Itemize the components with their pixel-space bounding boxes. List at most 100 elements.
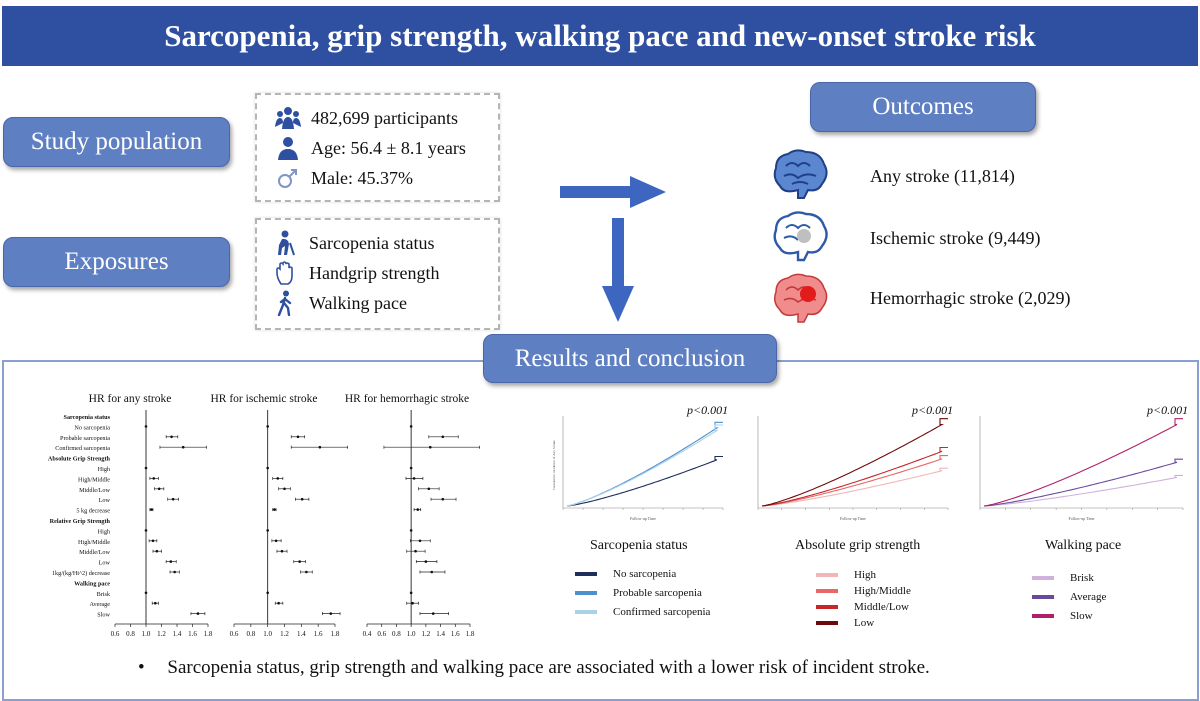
conclusion-bullet: • [138,657,145,678]
forest-point [412,477,416,480]
km-p-value: p<0.001 [686,404,728,417]
forest-point [144,425,148,428]
forest-tick-label: 1.2 [280,630,289,638]
forest-point [305,570,308,574]
legend-item: Brisk [1032,572,1106,584]
walking-person-icon [273,290,299,316]
forest-point [181,445,185,449]
km-y-label: Cumulative incidence of Any Stroke [552,440,556,490]
forest-point [441,497,445,501]
legend-item: No sarcopenia [575,568,710,580]
km-legend-sarcopenia: No sarcopenia Probable sarcopenia Confir… [575,568,710,618]
forest-point [318,445,322,449]
legend-label: Brisk [1070,572,1094,584]
forest-row-label: High/Middle [78,476,110,483]
forest-point [430,570,434,574]
person-icon [275,135,301,161]
arrow-right-icon [560,176,666,208]
legend-label: Confirmed sarcopenia [613,606,711,618]
km-curve [761,467,948,507]
forest-tick-label: 1.8 [331,630,340,638]
hemorrhagic-brain-icon [773,273,828,323]
forest-tick-label: 1.8 [204,630,213,638]
forest-point [329,612,333,615]
forest-tick-label: 1.2 [421,630,430,638]
forest-point [144,466,148,470]
forest-tick-label: 1.8 [466,630,475,638]
forest-tick-label: 1.6 [451,630,460,638]
forest-tick-label: 0.6 [377,630,386,638]
legend-item: Average [1032,591,1106,603]
legend-label: No sarcopenia [613,568,677,580]
forest-row-label: Sarcopenia status [64,414,111,421]
page-title: Sarcopenia, grip strength, walking pace … [2,6,1198,66]
forest-point [427,487,431,491]
forest-point [171,497,175,501]
exposure-row-handgrip: Handgrip strength [273,260,439,286]
forest-tick-label: 0.6 [111,630,120,638]
legend-swatch [1032,595,1054,599]
legend-item: Confirmed sarcopenia [575,606,710,618]
participants-icon [275,105,301,131]
forest-point [277,601,280,605]
forest-row-label: Confirmed sarcopenia [55,445,110,452]
legend-label: Slow [1070,610,1093,622]
arrow-down-icon [602,218,634,322]
forest-point [298,560,301,563]
legend-label: Average [1070,591,1107,603]
legend-label: High [854,569,876,581]
study-population-text: Study population [30,128,203,155]
km-legend-grip: High High/Middle Middle/Low Low [816,569,911,629]
legend-item: Middle/Low [816,601,911,613]
km-legend-title-walking: Walking pace [1045,538,1122,553]
forest-point [276,477,280,480]
legend-swatch [575,591,597,595]
forest-point [300,497,304,501]
population-box: 482,699 participants Age: 56.4 ± 8.1 yea… [255,93,500,202]
km-curve [983,458,1183,507]
legend-swatch [816,605,838,609]
participants-row: 482,699 participants [275,105,458,131]
forest-point [273,508,276,511]
outcome-ischemic-stroke: Ischemic stroke (9,449) [870,228,1041,248]
forest-row-label: High/Middle [78,539,110,546]
forest-point [283,487,286,491]
results-header-text: Results and conclusion [514,344,746,372]
forest-point [414,549,417,553]
legend-label: Low [854,617,875,629]
forest-point [280,549,284,553]
legend-item: High [816,569,911,581]
km-plots: Follow-up Time Cumulative incidence of An… [552,404,1188,521]
forest-point [266,466,269,470]
legend-swatch [1032,614,1054,618]
legend-label: Probable sarcopenia [613,587,702,599]
forest-row-label: Probable sarcopenia [60,435,110,442]
forest-row-label: Average [90,601,111,608]
km-curve [983,474,1183,507]
km-legend-title-sarcopenia: Sarcopenia status [590,538,688,553]
km-curve [566,421,723,507]
km-legend-title-grip: Absolute grip strength [795,538,921,553]
legend-swatch [1032,576,1054,580]
legend-swatch [575,572,597,576]
forest-row-label: Low [99,560,111,567]
forest-tick-label: 1.4 [436,630,445,638]
forest-row-label: Slow [97,612,110,619]
forest-tick-label: 0.6 [230,630,239,638]
km-p-value: p<0.001 [911,404,953,417]
male-row: Male: 45.37% [275,165,413,191]
forest-title: HR for ischemic stroke [211,393,318,405]
forest-point [173,570,176,574]
forest-point [144,591,148,595]
forest-point [409,425,413,428]
km-curve [983,418,1183,507]
forest-point [154,601,157,605]
forest-point [266,425,269,428]
forest-plots: Sarcopenia status No sarcopenia Probable s… [48,393,480,638]
km-legend-walking: Brisk Average Slow [1032,572,1106,622]
forest-point [274,539,278,543]
legend-item: Low [816,617,911,629]
legend-item: Probable sarcopenia [575,587,710,599]
forest-row-label: Middle/Low [79,549,110,556]
study-population-label: Study population [3,117,230,167]
